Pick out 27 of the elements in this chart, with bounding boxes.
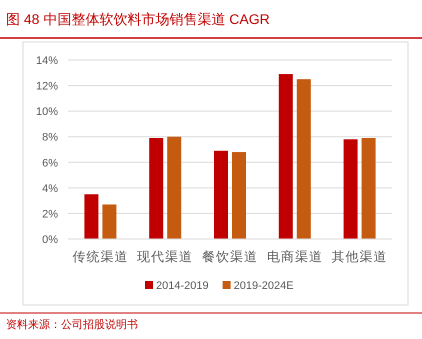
x-tick-label: 电商渠道 [266, 249, 323, 264]
bar [296, 79, 311, 239]
x-tick-label: 现代渠道 [137, 249, 194, 264]
y-tick-label: 8% [42, 132, 58, 144]
bar [102, 204, 116, 239]
y-tick-label: 2% [42, 208, 58, 220]
y-tick-label: 0% [42, 234, 58, 246]
x-tick-label: 传统渠道 [72, 249, 128, 264]
text: 资料来源：公司招股说明书 [6, 318, 138, 331]
bar [149, 138, 164, 239]
x-tick-label: 餐饮渠道 [202, 249, 258, 264]
y-tick-label: 14% [36, 55, 58, 67]
bar [214, 150, 228, 239]
legend-label: 2019-2024E [234, 280, 294, 292]
bar [344, 139, 358, 239]
y-tick-label: 4% [42, 182, 58, 195]
y-tick-label: 10% [36, 106, 58, 118]
x-tick-label: 其他渠道 [332, 249, 388, 264]
bar [84, 194, 98, 239]
bar [232, 152, 246, 239]
bar [278, 74, 293, 239]
y-tick-label: 12% [36, 80, 58, 93]
bar [362, 138, 376, 239]
bar [167, 136, 182, 239]
title: 图 48 中国整体软饮料市场销售渠道 CAGR [6, 11, 270, 27]
legend-label: 2014-2019 [156, 280, 209, 292]
y-tick-label: 6% [42, 157, 58, 170]
